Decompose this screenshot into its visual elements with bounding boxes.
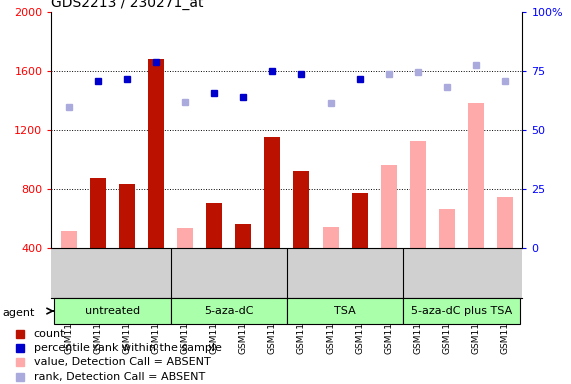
Bar: [90, 178, 106, 248]
Text: rank, Detection Call = ABSENT: rank, Detection Call = ABSENT: [34, 372, 205, 382]
Bar: [323, 227, 339, 248]
Bar: [497, 197, 513, 248]
Text: 5-aza-dC plus TSA: 5-aza-dC plus TSA: [411, 306, 512, 316]
Bar: [235, 224, 251, 248]
Bar: [61, 232, 77, 248]
Bar: [264, 137, 280, 248]
Text: value, Detection Call = ABSENT: value, Detection Call = ABSENT: [34, 358, 211, 367]
Bar: [410, 141, 426, 248]
Bar: [148, 59, 164, 248]
Text: percentile rank within the sample: percentile rank within the sample: [34, 343, 222, 353]
FancyBboxPatch shape: [403, 298, 520, 324]
FancyBboxPatch shape: [287, 298, 403, 324]
FancyBboxPatch shape: [171, 298, 287, 324]
Text: GDS2213 / 230271_at: GDS2213 / 230271_at: [51, 0, 204, 10]
Bar: [206, 204, 222, 248]
Bar: [119, 184, 135, 248]
FancyBboxPatch shape: [54, 298, 171, 324]
Text: TSA: TSA: [334, 306, 356, 316]
Text: count: count: [34, 329, 65, 339]
Text: untreated: untreated: [85, 306, 140, 316]
Text: 5-aza-dC: 5-aza-dC: [204, 306, 254, 316]
Bar: [468, 103, 484, 248]
Bar: [352, 193, 368, 248]
Bar: [439, 209, 455, 248]
Text: agent: agent: [3, 308, 35, 318]
Bar: [293, 171, 309, 248]
Bar: [381, 165, 397, 248]
Bar: [177, 228, 193, 248]
